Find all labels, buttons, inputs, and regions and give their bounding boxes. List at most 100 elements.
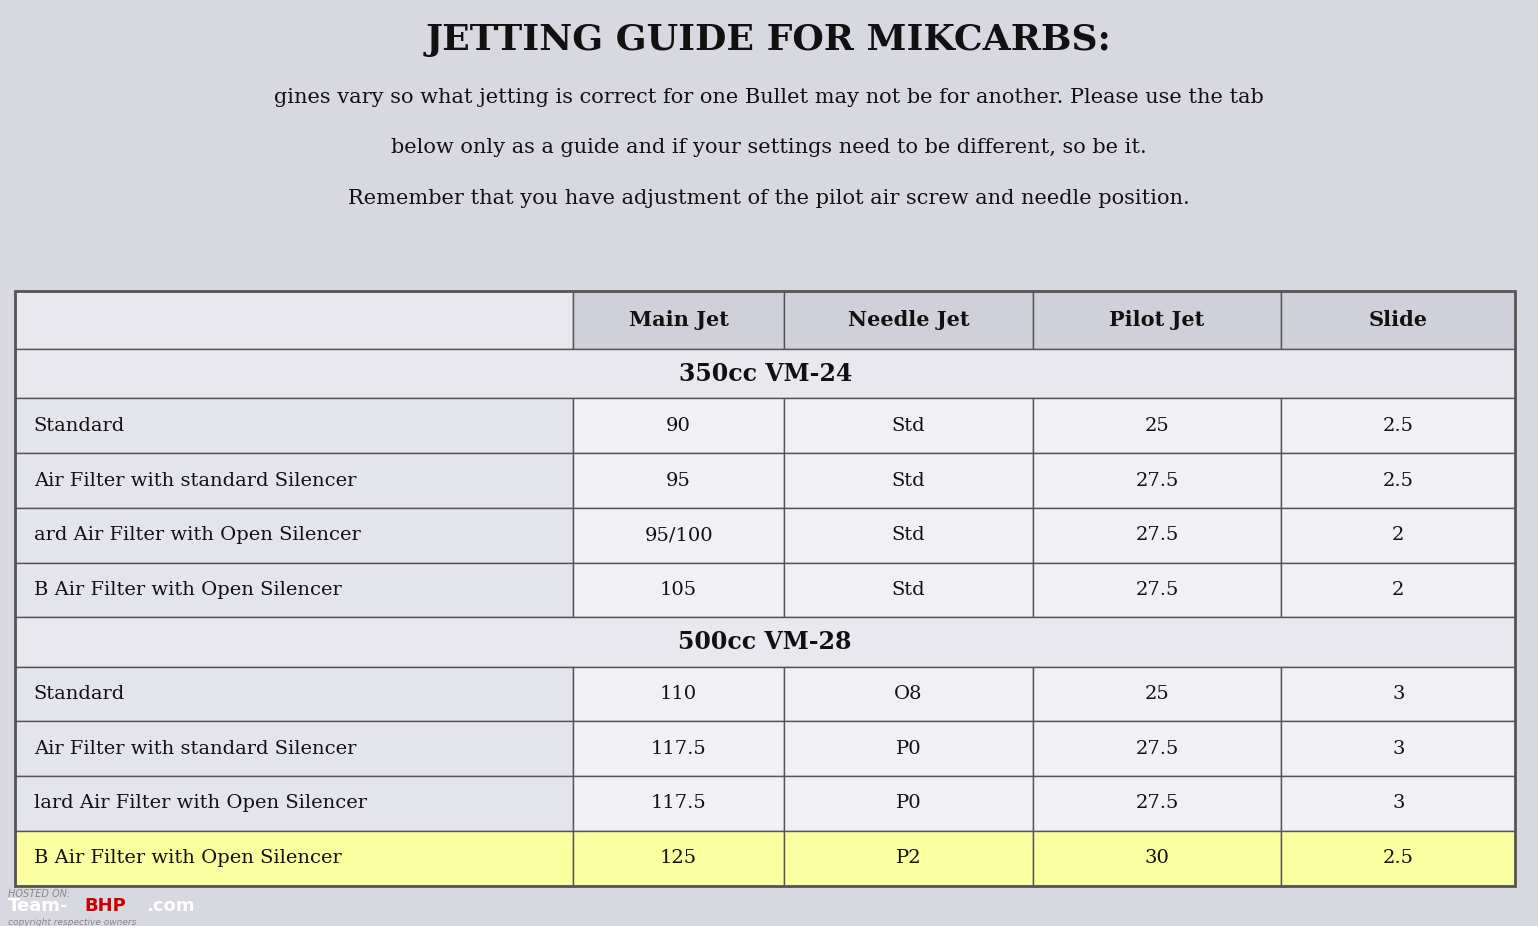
- Text: 110: 110: [660, 685, 697, 703]
- Text: Team-: Team-: [8, 897, 68, 915]
- Text: P0: P0: [895, 795, 921, 812]
- Text: P2: P2: [895, 849, 921, 867]
- Text: 2.5: 2.5: [1383, 471, 1413, 490]
- Bar: [784, 776, 1032, 831]
- Text: 90: 90: [666, 417, 691, 435]
- Bar: [1034, 831, 1281, 885]
- Text: 350cc VM-24: 350cc VM-24: [678, 362, 852, 386]
- Text: O8: O8: [894, 685, 923, 703]
- Bar: [574, 453, 784, 507]
- Text: Std: Std: [892, 526, 926, 544]
- Bar: [574, 507, 784, 563]
- Bar: [1281, 453, 1515, 507]
- Text: 95: 95: [666, 471, 691, 490]
- Text: HOSTED ON:: HOSTED ON:: [8, 889, 69, 899]
- Bar: [784, 831, 1032, 885]
- Text: Std: Std: [892, 417, 926, 435]
- Bar: [15, 398, 574, 453]
- Bar: [574, 667, 784, 721]
- Text: 27.5: 27.5: [1135, 471, 1178, 490]
- Bar: [1281, 667, 1515, 721]
- Bar: [574, 291, 784, 349]
- Bar: [1281, 721, 1515, 776]
- Bar: [15, 563, 574, 618]
- Text: 2: 2: [1392, 526, 1404, 544]
- Text: 117.5: 117.5: [651, 740, 706, 757]
- Bar: [574, 721, 784, 776]
- Text: Pilot Jet: Pilot Jet: [1109, 310, 1204, 330]
- Text: Main Jet: Main Jet: [629, 310, 729, 330]
- Bar: [1034, 398, 1281, 453]
- Bar: [1034, 507, 1281, 563]
- Text: 117.5: 117.5: [651, 795, 706, 812]
- Bar: [1281, 563, 1515, 618]
- Text: Std: Std: [892, 471, 926, 490]
- Text: B Air Filter with Open Silencer: B Air Filter with Open Silencer: [34, 849, 341, 867]
- Bar: [1034, 721, 1281, 776]
- Text: 3: 3: [1392, 685, 1404, 703]
- Bar: [15, 507, 574, 563]
- Text: 125: 125: [660, 849, 697, 867]
- Text: lard Air Filter with Open Silencer: lard Air Filter with Open Silencer: [34, 795, 368, 812]
- Text: Std: Std: [892, 581, 926, 599]
- Text: B Air Filter with Open Silencer: B Air Filter with Open Silencer: [34, 581, 341, 599]
- Text: 2.5: 2.5: [1383, 417, 1413, 435]
- Text: 95/100: 95/100: [644, 526, 714, 544]
- Bar: [1281, 507, 1515, 563]
- Text: 25: 25: [1144, 685, 1169, 703]
- Text: Air Filter with standard Silencer: Air Filter with standard Silencer: [34, 740, 357, 757]
- Bar: [784, 291, 1032, 349]
- Text: JETTING GUIDE FOR MIKCARBS:: JETTING GUIDE FOR MIKCARBS:: [426, 23, 1112, 57]
- Bar: [15, 618, 1515, 667]
- Bar: [784, 563, 1032, 618]
- Text: 2.5: 2.5: [1383, 849, 1413, 867]
- Bar: [1281, 831, 1515, 885]
- Bar: [15, 291, 1515, 885]
- Text: 500cc VM-28: 500cc VM-28: [678, 630, 852, 654]
- Text: Remember that you have adjustment of the pilot air screw and needle position.: Remember that you have adjustment of the…: [348, 189, 1190, 208]
- Text: .com: .com: [146, 897, 195, 915]
- Text: Standard: Standard: [34, 417, 125, 435]
- Bar: [784, 507, 1032, 563]
- Bar: [1281, 291, 1515, 349]
- Text: below only as a guide and if your settings need to be different, so be it.: below only as a guide and if your settin…: [391, 138, 1147, 157]
- Bar: [15, 667, 574, 721]
- Text: Standard: Standard: [34, 685, 125, 703]
- Text: 3: 3: [1392, 740, 1404, 757]
- Bar: [784, 667, 1032, 721]
- Text: copyright respective owners: copyright respective owners: [8, 918, 135, 926]
- Text: 27.5: 27.5: [1135, 581, 1178, 599]
- Bar: [1034, 563, 1281, 618]
- Text: 27.5: 27.5: [1135, 526, 1178, 544]
- Text: 25: 25: [1144, 417, 1169, 435]
- Bar: [574, 398, 784, 453]
- Bar: [1281, 398, 1515, 453]
- Text: P0: P0: [895, 740, 921, 757]
- Text: Air Filter with standard Silencer: Air Filter with standard Silencer: [34, 471, 357, 490]
- Bar: [15, 721, 574, 776]
- Bar: [1034, 453, 1281, 507]
- Text: 27.5: 27.5: [1135, 795, 1178, 812]
- Text: 105: 105: [660, 581, 697, 599]
- Text: gines vary so what jetting is correct for one Bullet may not be for another. Ple: gines vary so what jetting is correct fo…: [274, 88, 1264, 106]
- Text: ard Air Filter with Open Silencer: ard Air Filter with Open Silencer: [34, 526, 360, 544]
- Bar: [1034, 667, 1281, 721]
- Bar: [574, 831, 784, 885]
- Text: 2: 2: [1392, 581, 1404, 599]
- Bar: [15, 776, 574, 831]
- Bar: [1034, 776, 1281, 831]
- Bar: [784, 398, 1032, 453]
- Bar: [574, 776, 784, 831]
- Text: 27.5: 27.5: [1135, 740, 1178, 757]
- Bar: [15, 349, 1515, 398]
- Bar: [15, 831, 574, 885]
- Text: 3: 3: [1392, 795, 1404, 812]
- Bar: [15, 453, 574, 507]
- Bar: [15, 291, 574, 349]
- Bar: [784, 453, 1032, 507]
- Bar: [1034, 291, 1281, 349]
- Bar: [574, 563, 784, 618]
- Text: BHP: BHP: [85, 897, 126, 915]
- Bar: [1281, 776, 1515, 831]
- Text: Slide: Slide: [1369, 310, 1427, 330]
